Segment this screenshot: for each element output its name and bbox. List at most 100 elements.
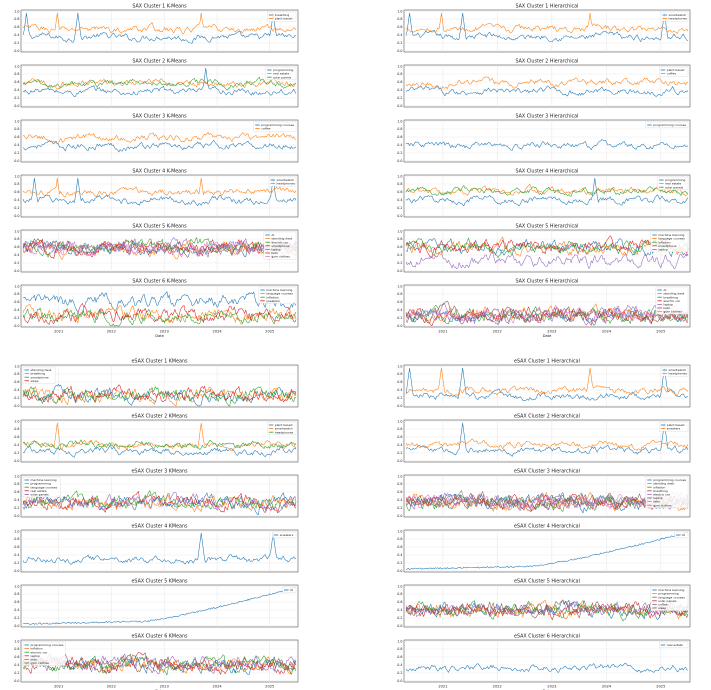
y-tick-label: 1.0: [14, 364, 19, 368]
x-tick-label: 2021: [54, 685, 63, 689]
legend-label: sneakers: [280, 533, 294, 537]
y-tick-label: 0.2: [14, 396, 19, 400]
y-tick-label: 0.2: [14, 206, 19, 210]
legend: [272, 531, 297, 538]
x-tick-label: 2025: [656, 330, 665, 334]
legend-label: machine learning: [31, 478, 57, 482]
series-line: [405, 367, 689, 397]
panel-title: SAX Cluster 4 Hierarchical: [516, 169, 579, 175]
y-tick-label: 0.0: [397, 569, 402, 573]
series-line: [405, 235, 689, 259]
series-line: [22, 491, 297, 514]
chart-panel: SAX Cluster 3 K-Means 0.0 0.2 0.4 0.6 0.8 1.0 p…: [14, 114, 299, 163]
series-line: [405, 300, 689, 325]
y-tick-label: 1.0: [397, 229, 402, 233]
y-tick-label: 0.4: [14, 608, 19, 612]
series-line: [405, 177, 689, 207]
y-tick-label: 0.4: [14, 308, 19, 312]
legend-label: headphones: [669, 17, 688, 21]
plot-frame: [403, 119, 691, 163]
legend-label: programming courses: [653, 478, 686, 482]
y-tick-label: 0.2: [14, 671, 19, 675]
legend-label: machine learning: [658, 233, 684, 237]
legend-label: smartwatch: [669, 368, 687, 372]
chart-panel: SAX Cluster 4 K-Means 0.0 0.2 0.4 0.6 0.8 1.0 s…: [14, 169, 299, 218]
legend-label: sleep: [31, 379, 39, 383]
x-tick-label: 2024: [213, 330, 223, 334]
y-tick-label: 0.2: [14, 316, 19, 320]
series-line: [22, 490, 297, 511]
legend-label: programming: [658, 592, 678, 596]
legend-label: language courses: [658, 237, 685, 241]
series-line: [405, 600, 689, 617]
y-tick-label: 0.0: [14, 214, 19, 218]
x-tick-label: 2021: [438, 330, 447, 334]
y-tick-label: 0.6: [397, 545, 402, 549]
y-tick-label: 0.6: [14, 545, 19, 549]
y-tick-label: 0.6: [14, 300, 19, 304]
series-line: [405, 302, 689, 326]
y-tick-label: 0.6: [397, 655, 402, 659]
series-line: [22, 291, 297, 316]
y-tick-label: 0.8: [397, 647, 402, 651]
legend-label: programming courses: [261, 123, 294, 127]
plot-frame: [403, 9, 691, 53]
series-line: [405, 600, 689, 622]
y-tick-label: 0.8: [14, 482, 19, 486]
y-tick-label: 0.6: [14, 80, 19, 84]
series-line: [22, 12, 297, 44]
y-tick-label: 1.0: [397, 9, 402, 13]
panel-title: eSAX Cluster 2 Hierarchical: [514, 414, 580, 420]
series-line: [405, 236, 689, 257]
legend-label: headphones: [277, 182, 296, 186]
plot-frame: [20, 419, 299, 463]
legend-label: solar panels: [658, 599, 677, 603]
y-tick-label: 0.2: [397, 261, 402, 265]
legend-label: inflation: [653, 485, 665, 489]
y-tick-label: 1.0: [14, 229, 19, 233]
y-tick-label: 0.6: [14, 245, 19, 249]
y-tick-label: 0.2: [14, 96, 19, 100]
legend-label: machine learning: [266, 288, 292, 292]
chart-panel: SAX Cluster 6 Hierarchical 2021 2022 2023 20…: [397, 279, 691, 338]
legend-label: keto: [653, 500, 660, 504]
plot-frame: [20, 119, 299, 163]
y-tick-label: 1.0: [397, 119, 402, 123]
legend-label: standing desk: [653, 482, 674, 486]
legend-label: AI: [271, 233, 274, 237]
plot-frame: [403, 364, 691, 408]
legend-label: AI: [290, 588, 293, 592]
x-tick-label: 2025: [265, 685, 274, 689]
series-line: [405, 532, 689, 570]
series-line: [22, 67, 297, 97]
series-line: [405, 12, 689, 34]
x-tick-label: 2024: [602, 685, 612, 689]
y-tick-label: 0.8: [14, 127, 19, 131]
plot-frame: [403, 64, 691, 108]
chart-panel: eSAX Cluster 4 Hierarchical 0.0 0.2 0.4 0.6 0…: [397, 524, 691, 573]
panel-title: SAX Cluster 4 K-Means: [132, 169, 187, 175]
legend: [22, 641, 66, 666]
panel-title: eSAX Cluster 1 Hierarchical: [514, 359, 580, 365]
y-tick-label: 1.0: [14, 529, 19, 533]
legend-label: smartphone: [658, 244, 676, 248]
chart-panel: eSAX Cluster 5 KMeans 0.0 0.2 0.4 0.6 0.8 1.0 A…: [14, 579, 299, 628]
y-tick-label: 0.0: [397, 459, 402, 463]
panel-title: eSAX Cluster 5 KMeans: [131, 579, 188, 585]
series-line: [22, 653, 297, 673]
legend-label: coffee: [658, 603, 667, 607]
legend-label: plant based: [667, 423, 685, 427]
chart-panel: SAX Cluster 5 Hierarchical 0.0 0.2 0.4 0.6 0.…: [397, 224, 691, 273]
panel-title: SAX Cluster 5 K-Means: [132, 224, 187, 230]
panel-title: SAX Cluster 3 K-Means: [132, 114, 187, 120]
y-tick-label: 0.6: [397, 380, 402, 384]
series-line: [405, 600, 689, 619]
legend-label: language courses: [658, 595, 685, 599]
legend-label: keto: [31, 658, 38, 662]
y-tick-label: 0.0: [397, 49, 402, 53]
y-tick-label: 0.2: [14, 616, 19, 620]
x-tick-label: 2025: [265, 330, 274, 334]
y-tick-label: 0.0: [14, 514, 19, 518]
y-tick-label: 0.4: [397, 88, 402, 92]
y-tick-label: 0.6: [14, 655, 19, 659]
